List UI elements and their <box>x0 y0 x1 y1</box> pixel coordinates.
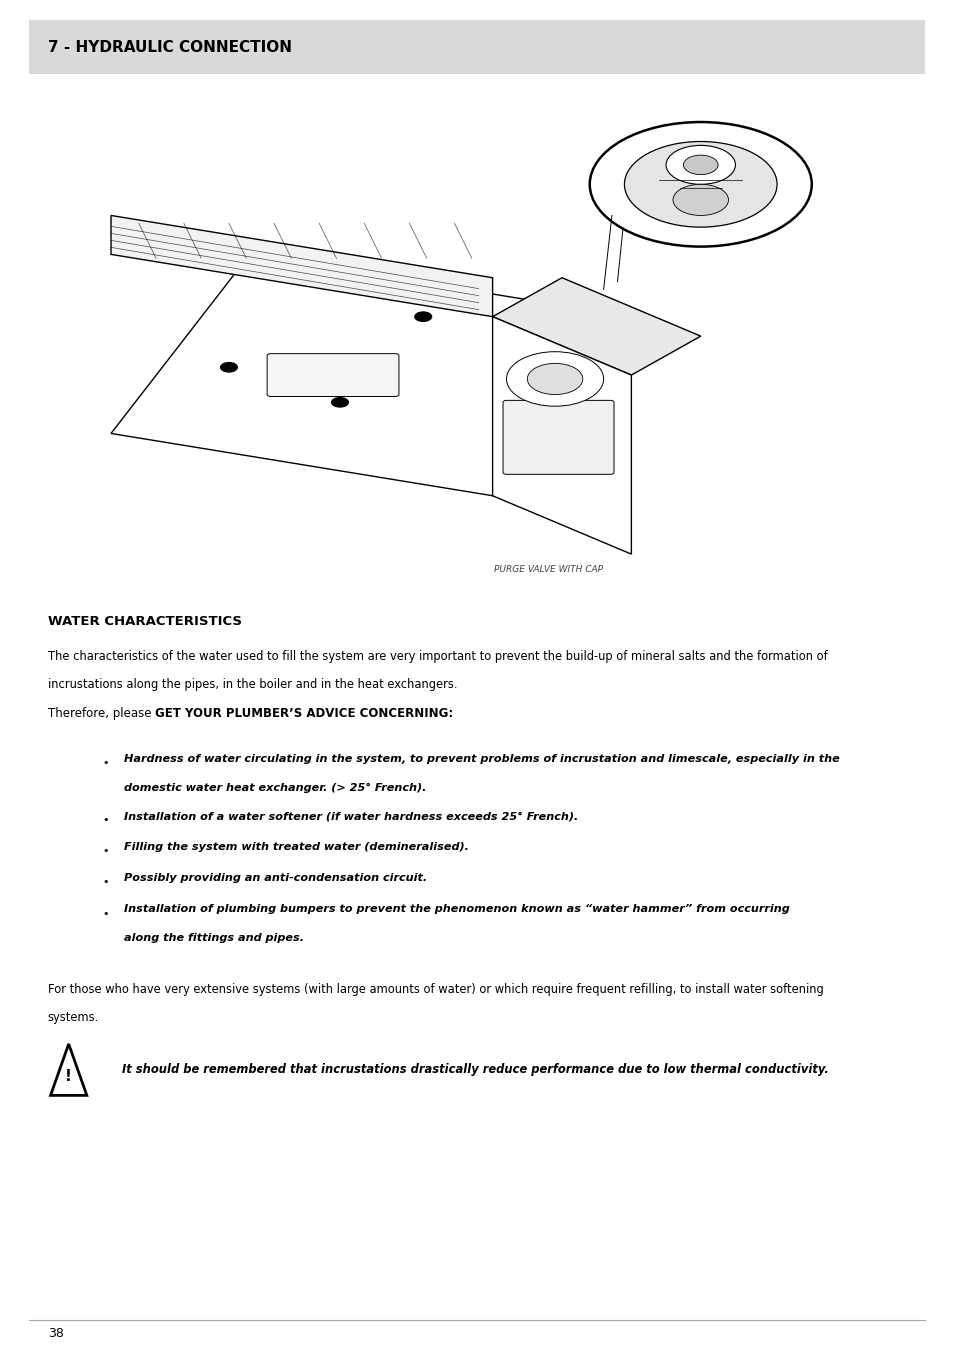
Text: •: • <box>102 815 109 825</box>
Text: domestic water heat exchanger. (> 25° French).: domestic water heat exchanger. (> 25° Fr… <box>124 783 426 792</box>
Polygon shape <box>111 255 631 496</box>
Text: along the fittings and pipes.: along the fittings and pipes. <box>124 933 304 942</box>
FancyBboxPatch shape <box>267 353 398 397</box>
Polygon shape <box>492 317 631 554</box>
Text: systems.: systems. <box>48 1011 99 1025</box>
Text: Installation of a water softener (if water hardness exceeds 25° French).: Installation of a water softener (if wat… <box>124 811 578 821</box>
Text: !: ! <box>65 1068 72 1085</box>
Circle shape <box>527 363 582 394</box>
Text: For those who have very extensive systems (with large amounts of water) or which: For those who have very extensive system… <box>48 983 822 997</box>
Circle shape <box>589 122 811 246</box>
Text: Therefore, please: Therefore, please <box>48 707 154 720</box>
Circle shape <box>506 352 603 406</box>
Circle shape <box>624 141 777 227</box>
Text: PURGE VALVE WITH CAP: PURGE VALVE WITH CAP <box>494 565 602 574</box>
Text: •: • <box>102 758 109 768</box>
Text: incrustations along the pipes, in the boiler and in the heat exchangers.: incrustations along the pipes, in the bo… <box>48 678 456 692</box>
Text: Possibly providing an anti-condensation circuit.: Possibly providing an anti-condensation … <box>124 873 427 883</box>
Text: 7 - HYDRAULIC CONNECTION: 7 - HYDRAULIC CONNECTION <box>48 39 292 56</box>
Polygon shape <box>492 278 700 375</box>
Text: Filling the system with treated water (demineralised).: Filling the system with treated water (d… <box>124 842 469 852</box>
Polygon shape <box>111 215 492 317</box>
Circle shape <box>332 398 348 408</box>
Text: •: • <box>102 877 109 887</box>
Text: 38: 38 <box>48 1327 64 1340</box>
Circle shape <box>682 156 718 175</box>
Text: It should be remembered that incrustations drastically reduce performance due to: It should be remembered that incrustatio… <box>122 1063 828 1076</box>
Text: Installation of plumbing bumpers to prevent the phenomenon known as “water hamme: Installation of plumbing bumpers to prev… <box>124 904 789 914</box>
Circle shape <box>415 311 431 321</box>
Text: •: • <box>102 909 109 918</box>
Text: Hardness of water circulating in the system, to prevent problems of incrustation: Hardness of water circulating in the sys… <box>124 754 839 764</box>
Bar <box>29 20 924 74</box>
Polygon shape <box>51 1044 87 1095</box>
Text: The characteristics of the water used to fill the system are very important to p: The characteristics of the water used to… <box>48 650 826 663</box>
FancyBboxPatch shape <box>502 401 614 474</box>
Text: •: • <box>102 846 109 856</box>
Circle shape <box>672 184 728 215</box>
Circle shape <box>220 363 237 372</box>
Text: WATER CHARACTERISTICS: WATER CHARACTERISTICS <box>48 615 241 628</box>
Text: GET YOUR PLUMBER’S ADVICE CONCERNING:: GET YOUR PLUMBER’S ADVICE CONCERNING: <box>154 707 453 720</box>
Circle shape <box>665 145 735 184</box>
